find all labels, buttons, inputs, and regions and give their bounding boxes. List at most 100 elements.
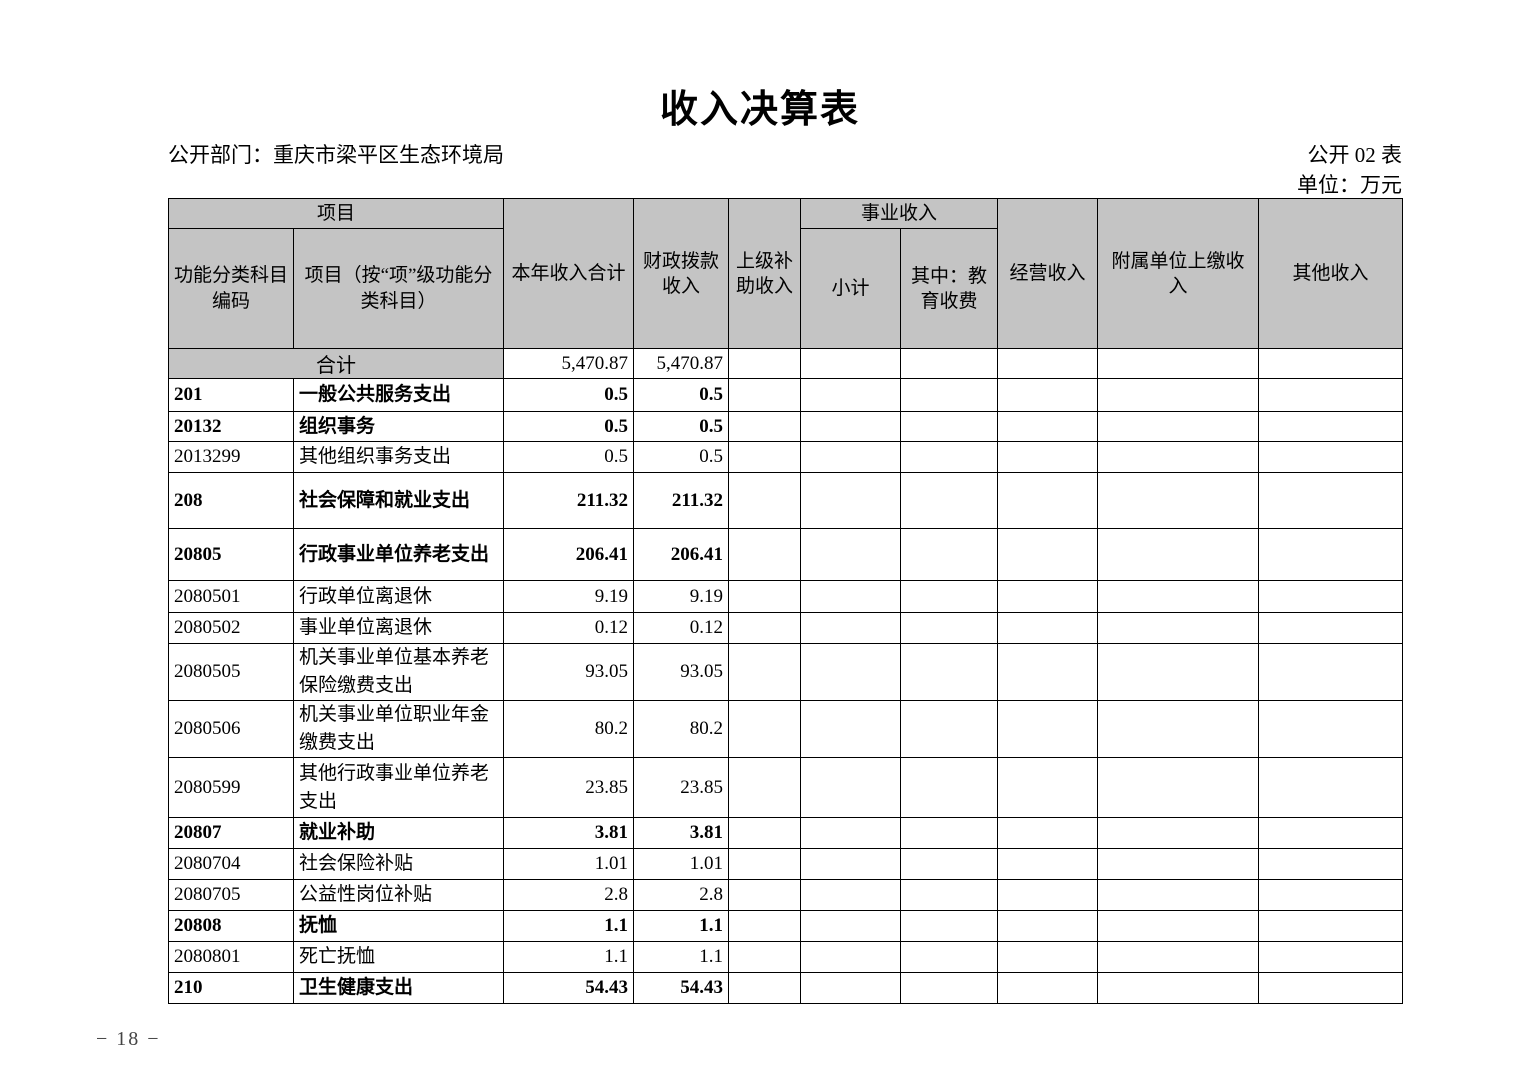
row-item-name: 事业单位离退休 — [292, 612, 505, 644]
row-item-name: 公益性岗位补贴 — [292, 879, 505, 911]
total-row-education-fee — [900, 348, 999, 379]
table-row: 2080502 事业单位离退休 0.12 0.12 — [168, 612, 1404, 644]
row-item-name: 就业补助 — [292, 817, 505, 849]
income-table-container: 项目 本年收入合计 财政拨款收入 上级补助收入 事业收入 经营收入 附属单位上缴… — [167, 198, 1404, 1004]
row-affiliated-unit-income — [1097, 941, 1260, 973]
row-total-income: 206.41 — [503, 528, 635, 581]
row-total-income: 2.8 — [503, 879, 635, 911]
row-item-name: 社会保险补贴 — [292, 848, 505, 880]
row-superior-subsidy — [728, 910, 802, 942]
table-header-row-groups: 项目 本年收入合计 财政拨款收入 上级补助收入 事业收入 经营收入 附属单位上缴… — [167, 198, 1404, 349]
row-affiliated-unit-income — [1097, 378, 1260, 412]
row-fiscal-appropriation: 80.2 — [633, 700, 730, 758]
row-education-fee — [900, 441, 999, 473]
row-affiliated-unit-income — [1097, 411, 1260, 442]
row-total-income: 9.19 — [503, 580, 635, 613]
row-affiliated-unit-income — [1097, 910, 1260, 942]
row-affiliated-unit-income — [1097, 643, 1260, 701]
row-other-income — [1258, 472, 1404, 529]
table-row: 210 卫生健康支出 54.43 54.43 — [168, 972, 1404, 1004]
form-meta: 公开 02 表 单位：万元 — [1100, 140, 1402, 200]
row-fiscal-appropriation: 3.81 — [633, 817, 730, 849]
row-education-fee — [900, 411, 999, 442]
row-affiliated-unit-income — [1097, 848, 1260, 880]
row-function-code: 2080801 — [168, 941, 294, 973]
row-education-fee — [900, 378, 999, 412]
row-fiscal-appropriation: 93.05 — [633, 643, 730, 701]
table-row: 20807 就业补助 3.81 3.81 — [168, 817, 1404, 849]
row-affiliated-unit-income — [1097, 879, 1260, 911]
row-item-name: 机关事业单位职业年金缴费支出 — [292, 700, 505, 758]
total-row-other-income — [1258, 348, 1404, 379]
table-row: 20805 行政事业单位养老支出 206.41 206.41 — [168, 528, 1404, 581]
row-item-name: 抚恤 — [292, 910, 505, 942]
row-function-code: 2013299 — [168, 441, 294, 473]
row-operating-income — [997, 817, 1099, 849]
row-subtotal — [800, 643, 902, 701]
row-education-fee — [900, 941, 999, 973]
row-superior-subsidy — [728, 612, 802, 644]
table-row: 2080704 社会保险补贴 1.01 1.01 — [168, 848, 1404, 880]
total-row-label: 合计 — [167, 348, 505, 379]
row-other-income — [1258, 848, 1404, 880]
row-function-code: 20807 — [168, 817, 294, 849]
page-title: 收入决算表 — [659, 89, 860, 131]
row-superior-subsidy — [728, 941, 802, 973]
row-fiscal-appropriation: 54.43 — [633, 972, 730, 1004]
table-header: 项目 本年收入合计 财政拨款收入 上级补助收入 事业收入 经营收入 附属单位上缴… — [167, 198, 1404, 349]
table-row: 20132 组织事务 0.5 0.5 — [168, 411, 1404, 442]
row-item-name: 行政事业单位养老支出 — [292, 528, 505, 581]
row-other-income — [1258, 580, 1404, 613]
row-item-name: 行政单位离退休 — [292, 580, 505, 613]
total-row-total-income: 5,470.87 — [503, 348, 635, 379]
row-other-income — [1258, 941, 1404, 973]
table-row: 20808 抚恤 1.1 1.1 — [168, 910, 1404, 942]
row-affiliated-unit-income — [1097, 757, 1260, 818]
row-education-fee — [900, 472, 999, 529]
row-superior-subsidy — [728, 643, 802, 701]
row-subtotal — [800, 700, 902, 758]
row-superior-subsidy — [728, 848, 802, 880]
row-function-code: 2080506 — [168, 700, 294, 758]
row-affiliated-unit-income — [1097, 700, 1260, 758]
table-row-total: 合计 5,470.87 5,470.87 — [167, 348, 1404, 379]
row-other-income — [1258, 528, 1404, 581]
row-operating-income — [997, 643, 1099, 701]
table-row: 2080506 机关事业单位职业年金缴费支出 80.2 80.2 — [168, 700, 1404, 758]
row-function-code: 2080704 — [168, 848, 294, 880]
row-fiscal-appropriation: 2.8 — [633, 879, 730, 911]
header-col-superior-subsidy: 上级补助收入 — [728, 198, 802, 349]
row-other-income — [1258, 643, 1404, 701]
row-subtotal — [800, 879, 902, 911]
row-function-code: 20805 — [168, 528, 294, 581]
income-final-accounts-table: 项目 本年收入合计 财政拨款收入 上级补助收入 事业收入 经营收入 附属单位上缴… — [167, 198, 1404, 1004]
row-operating-income — [997, 848, 1099, 880]
row-affiliated-unit-income — [1097, 441, 1260, 473]
row-fiscal-appropriation: 0.12 — [633, 612, 730, 644]
header-col-fiscal-appropriation: 财政拨款收入 — [633, 198, 730, 349]
row-total-income: 1.01 — [503, 848, 635, 880]
row-fiscal-appropriation: 0.5 — [633, 441, 730, 473]
table-row: 2080705 公益性岗位补贴 2.8 2.8 — [168, 879, 1404, 911]
row-fiscal-appropriation: 1.1 — [633, 910, 730, 942]
row-other-income — [1258, 879, 1404, 911]
row-function-code: 2080705 — [168, 879, 294, 911]
row-total-income: 211.32 — [503, 472, 635, 529]
row-education-fee — [900, 700, 999, 758]
row-operating-income — [997, 378, 1099, 412]
row-fiscal-appropriation: 9.19 — [633, 580, 730, 613]
row-operating-income — [997, 941, 1099, 973]
row-affiliated-unit-income — [1097, 528, 1260, 581]
row-operating-income — [997, 580, 1099, 613]
row-education-fee — [900, 817, 999, 849]
row-subtotal — [800, 441, 902, 473]
row-total-income: 1.1 — [503, 941, 635, 973]
total-row-affiliated-unit-income — [1097, 348, 1260, 379]
row-superior-subsidy — [728, 700, 802, 758]
row-education-fee — [900, 879, 999, 911]
page-number: − 18 − — [96, 1028, 161, 1050]
row-fiscal-appropriation: 23.85 — [633, 757, 730, 818]
table-row: 2080505 机关事业单位基本养老保险缴费支出 93.05 93.05 — [168, 643, 1404, 701]
row-subtotal — [800, 972, 902, 1004]
row-subtotal — [800, 910, 902, 942]
